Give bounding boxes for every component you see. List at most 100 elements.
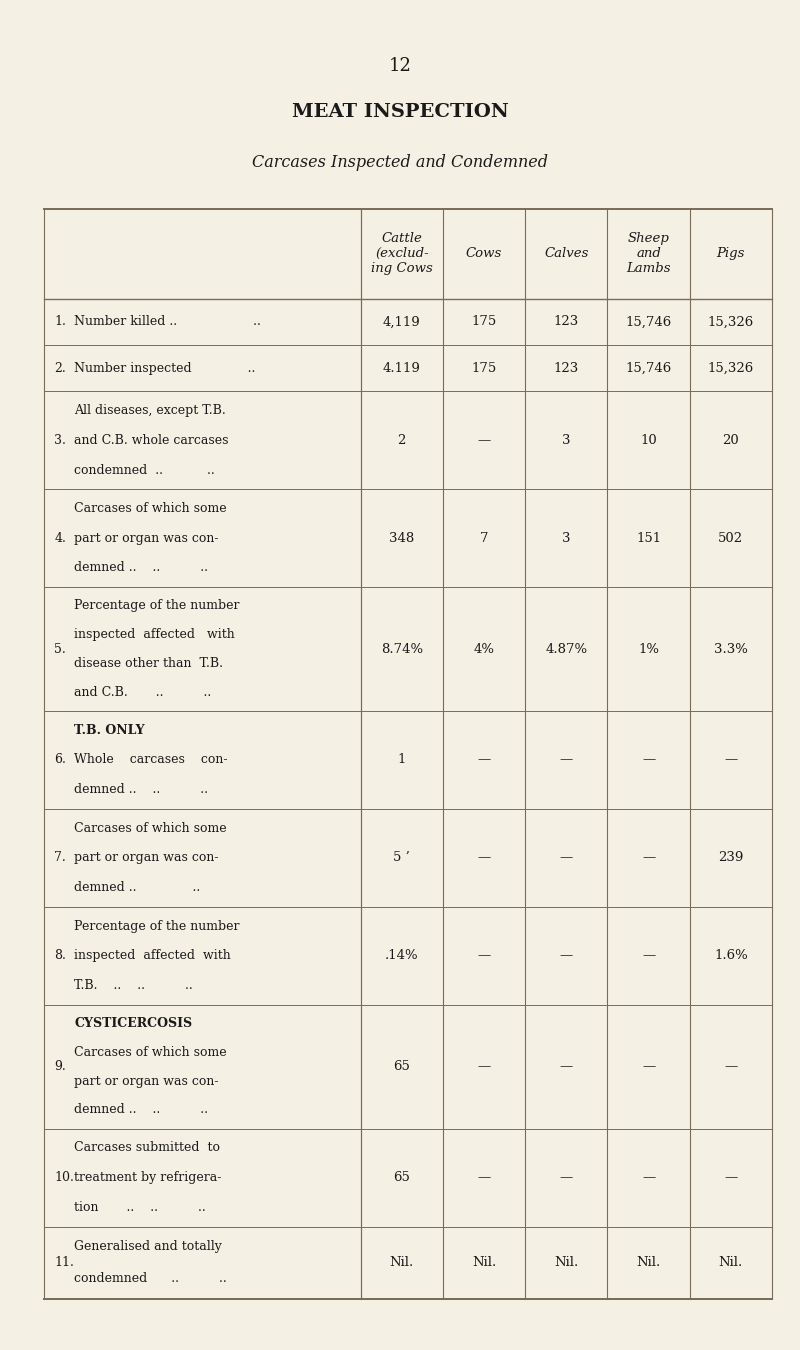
Text: Carcases submitted  to: Carcases submitted to <box>74 1141 221 1154</box>
Text: 3: 3 <box>562 433 570 447</box>
Text: part or organ was con-: part or organ was con- <box>74 852 219 864</box>
Text: demned ..    ..          ..: demned .. .. .. <box>74 1103 208 1116</box>
Text: —: — <box>560 753 573 767</box>
Text: Carcases of which some: Carcases of which some <box>74 502 227 516</box>
Text: .14%: .14% <box>385 949 418 963</box>
Text: 7: 7 <box>480 532 488 545</box>
Text: 4,119: 4,119 <box>383 316 421 328</box>
Text: 175: 175 <box>471 362 497 375</box>
Text: 11.: 11. <box>54 1256 74 1269</box>
Text: demned ..    ..          ..: demned .. .. .. <box>74 783 208 796</box>
Text: 4.119: 4.119 <box>383 362 421 375</box>
Text: —: — <box>560 949 573 963</box>
Text: part or organ was con-: part or organ was con- <box>74 532 219 545</box>
Text: —: — <box>724 753 738 767</box>
Text: 4.: 4. <box>54 532 66 545</box>
Text: Nil.: Nil. <box>637 1256 661 1269</box>
Text: All diseases, except T.B.: All diseases, except T.B. <box>74 404 226 417</box>
Text: Sheep
and
Lambs: Sheep and Lambs <box>626 232 671 275</box>
Text: Whole    carcases    con-: Whole carcases con- <box>74 753 228 767</box>
Text: Carcases Inspected and Condemned: Carcases Inspected and Condemned <box>252 154 548 171</box>
Text: 8.74%: 8.74% <box>381 643 423 656</box>
Text: 8.: 8. <box>54 949 66 963</box>
Text: part or organ was con-: part or organ was con- <box>74 1075 219 1088</box>
Text: Number inspected              ..: Number inspected .. <box>74 362 256 375</box>
Text: —: — <box>560 1060 573 1073</box>
Text: disease other than  T.B.: disease other than T.B. <box>74 657 223 670</box>
Text: 15,746: 15,746 <box>626 316 672 328</box>
Text: Cattle
(exclud-
ing Cows: Cattle (exclud- ing Cows <box>371 232 433 275</box>
Text: 3: 3 <box>562 532 570 545</box>
Text: 502: 502 <box>718 532 743 545</box>
Text: Generalised and totally: Generalised and totally <box>74 1241 222 1253</box>
Text: 4.87%: 4.87% <box>546 643 587 656</box>
Text: 15,326: 15,326 <box>708 316 754 328</box>
Text: 15,746: 15,746 <box>626 362 672 375</box>
Text: —: — <box>560 1170 573 1184</box>
Text: 151: 151 <box>636 532 661 545</box>
Text: 10.: 10. <box>54 1170 74 1184</box>
Text: Pigs: Pigs <box>717 247 745 261</box>
Text: Percentage of the number: Percentage of the number <box>74 919 240 933</box>
Text: inspected  affected  with: inspected affected with <box>74 949 231 963</box>
Text: Nil.: Nil. <box>718 1256 743 1269</box>
Text: 5.: 5. <box>54 643 66 656</box>
Text: MEAT INSPECTION: MEAT INSPECTION <box>292 103 508 120</box>
Text: 1.: 1. <box>54 316 66 328</box>
Text: condemned  ..           ..: condemned .. .. <box>74 463 215 477</box>
Text: 123: 123 <box>554 316 579 328</box>
Text: demned ..              ..: demned .. .. <box>74 882 201 894</box>
Text: 4%: 4% <box>474 643 494 656</box>
Text: 1%: 1% <box>638 643 659 656</box>
Text: —: — <box>560 852 573 864</box>
Text: Cows: Cows <box>466 247 502 261</box>
Text: —: — <box>724 1060 738 1073</box>
Text: 10: 10 <box>640 433 657 447</box>
Text: Nil.: Nil. <box>390 1256 414 1269</box>
Text: —: — <box>642 949 655 963</box>
Text: Nil.: Nil. <box>554 1256 578 1269</box>
Text: 5 ’: 5 ’ <box>394 852 410 864</box>
Text: 2.: 2. <box>54 362 66 375</box>
Text: 65: 65 <box>394 1060 410 1073</box>
Text: 3.: 3. <box>54 433 66 447</box>
Text: inspected  affected   with: inspected affected with <box>74 628 235 641</box>
Text: condemned      ..          ..: condemned .. .. <box>74 1272 227 1285</box>
Text: 123: 123 <box>554 362 579 375</box>
Text: Percentage of the number: Percentage of the number <box>74 599 240 613</box>
Text: Number killed ..                   ..: Number killed .. .. <box>74 316 262 328</box>
Text: 65: 65 <box>394 1170 410 1184</box>
Text: 1: 1 <box>398 753 406 767</box>
Text: —: — <box>478 1170 490 1184</box>
Text: 20: 20 <box>722 433 739 447</box>
Text: —: — <box>724 1170 738 1184</box>
Text: —: — <box>478 1060 490 1073</box>
Text: —: — <box>478 852 490 864</box>
Text: 9.: 9. <box>54 1060 66 1073</box>
Text: 175: 175 <box>471 316 497 328</box>
Text: —: — <box>642 1060 655 1073</box>
Text: T.B.    ..    ..          ..: T.B. .. .. .. <box>74 979 193 992</box>
Text: 2: 2 <box>398 433 406 447</box>
Text: Calves: Calves <box>544 247 589 261</box>
Text: 348: 348 <box>389 532 414 545</box>
Text: 1.6%: 1.6% <box>714 949 748 963</box>
Text: Carcases of which some: Carcases of which some <box>74 822 227 834</box>
Text: treatment by refrigera-: treatment by refrigera- <box>74 1170 222 1184</box>
Text: —: — <box>478 949 490 963</box>
Text: Nil.: Nil. <box>472 1256 496 1269</box>
Text: and C.B.       ..          ..: and C.B. .. .. <box>74 686 212 699</box>
Text: —: — <box>478 753 490 767</box>
Text: demned ..    ..          ..: demned .. .. .. <box>74 562 208 575</box>
Text: —: — <box>642 1170 655 1184</box>
Text: tion       ..    ..          ..: tion .. .. .. <box>74 1200 206 1214</box>
Text: 12: 12 <box>389 57 411 74</box>
Text: 7.: 7. <box>54 852 66 864</box>
Text: 239: 239 <box>718 852 743 864</box>
Text: 15,326: 15,326 <box>708 362 754 375</box>
Text: —: — <box>642 753 655 767</box>
Text: CYSTICERCOSIS: CYSTICERCOSIS <box>74 1017 193 1030</box>
Text: Carcases of which some: Carcases of which some <box>74 1046 227 1058</box>
Text: —: — <box>642 852 655 864</box>
Text: T.B. ONLY: T.B. ONLY <box>74 724 145 737</box>
